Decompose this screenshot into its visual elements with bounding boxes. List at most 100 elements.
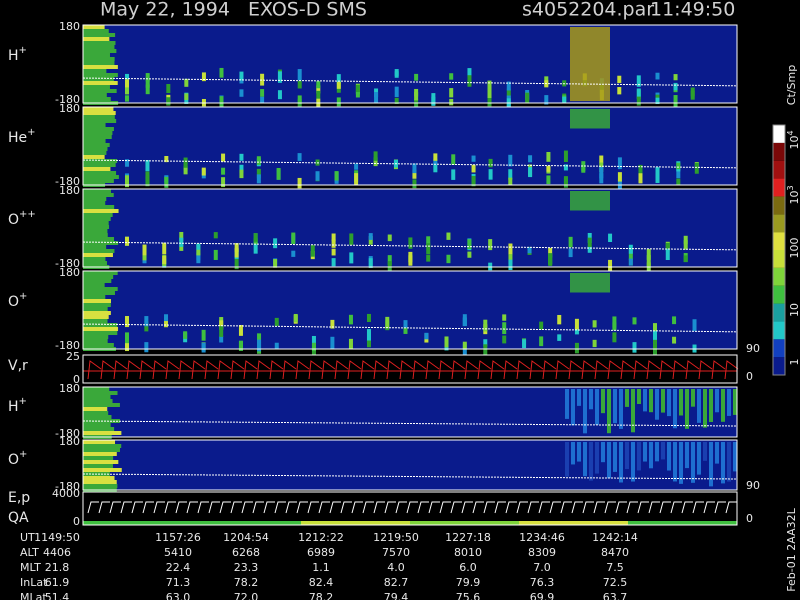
spectrogram-cell: [546, 175, 551, 185]
panel: V,r 25 0 90 0: [8, 342, 760, 386]
spectrogram-cell: [692, 319, 697, 331]
y-tick-label: 25: [66, 350, 80, 363]
panel-label: H+: [8, 45, 27, 64]
spectrogram: [83, 25, 737, 103]
spectrogram-cell: [83, 93, 107, 97]
spectrogram-cell: [253, 242, 258, 254]
spectrogram-cell: [721, 389, 725, 422]
colorbar-frame: [772, 124, 786, 376]
spectrogram-cell: [83, 127, 114, 131]
colorbar-segment: [773, 214, 785, 233]
spectrogram-cell: [83, 343, 114, 347]
panel: O+180-180: [8, 266, 738, 357]
trace-line: [82, 420, 738, 427]
spectrogram-cell: [548, 255, 553, 266]
spectrogram-cell: [83, 391, 118, 395]
spectrogram-cell: [145, 176, 150, 187]
spectrogram-cell: [568, 248, 573, 258]
spectrogram-cell: [83, 97, 111, 101]
colorbar-tick-label: 103: [786, 185, 800, 204]
spectrogram-cell: [617, 87, 622, 95]
spectrogram-cell: [83, 37, 110, 41]
spectrogram-cell: [433, 162, 438, 173]
spectrogram-cell: [164, 317, 169, 328]
colorbar-segment: [773, 125, 785, 143]
spectrogram-cell: [83, 283, 105, 287]
spectrogram-cell: [83, 423, 111, 427]
spectrogram-cell: [595, 442, 599, 474]
spectrogram-cell: [502, 335, 507, 344]
spectrogram-cell: [612, 316, 617, 328]
spectrogram-cell: [539, 321, 544, 330]
table-cell: 51.4: [45, 591, 70, 600]
time: 11:49:50: [650, 0, 735, 21]
spectrogram-cell: [646, 249, 651, 260]
spectrogram-cell: [164, 156, 169, 163]
spectrogram-cell: [164, 176, 169, 188]
spectrogram-cell: [655, 97, 660, 105]
spectrogram-cell: [619, 389, 623, 429]
trace-line: [82, 241, 738, 251]
spectrogram-cell: [628, 244, 633, 254]
spectrogram-cell: [336, 81, 341, 89]
spectrogram-cell: [83, 189, 111, 193]
spectrogram-cell: [368, 258, 373, 268]
y-tick-label: 180: [59, 184, 80, 197]
spectrogram-cell: [631, 389, 635, 433]
spectrogram-cell: [179, 237, 184, 247]
colorbar-tick-base: 10: [788, 136, 800, 150]
trace-line: [82, 77, 738, 87]
spectrogram-cell: [83, 197, 107, 201]
panel-label: O+: [8, 449, 27, 468]
spectrogram-cell: [544, 95, 549, 105]
spectrogram-cell: [451, 169, 456, 180]
table-cell: 1234:46: [519, 531, 565, 544]
spectrogram-cell: [374, 92, 379, 103]
spectrogram-cell: [690, 90, 695, 100]
colorbar-segment: [773, 357, 785, 375]
spectrogram-cell: [574, 342, 579, 354]
table-cell: 79.9: [456, 576, 481, 589]
spectrogram-cell: [234, 243, 239, 252]
spectrogram-cell: [330, 319, 335, 329]
spectrogram-cell: [488, 262, 493, 271]
spectrogram-cell: [316, 85, 321, 94]
spectrogram-cell: [625, 389, 629, 407]
colorbar-segment: [773, 339, 785, 358]
trace-line: [82, 159, 738, 169]
spectrogram-cell: [142, 244, 147, 256]
panel-frame: [82, 188, 738, 268]
spectrogram-cell: [83, 221, 109, 225]
spectrogram-cell: [673, 389, 677, 429]
quality-strip: [192, 521, 301, 525]
spectrogram-cell: [83, 407, 108, 411]
table-cell: 1149:50: [34, 531, 80, 544]
spectrogram-cell: [508, 259, 513, 271]
quality-strip: [410, 521, 519, 525]
spectrogram-cell: [539, 336, 544, 347]
spectrogram-cell: [433, 153, 438, 161]
spectrogram-cell: [83, 456, 114, 460]
table-cell: 7.0: [533, 561, 551, 574]
spectrogram-cell: [632, 342, 637, 353]
spectrogram-cell: [331, 239, 336, 248]
table-cell: 5410: [164, 546, 192, 559]
spectrogram-cell: [83, 53, 110, 57]
panel-label-name: O: [8, 294, 19, 310]
spectrogram-cell: [219, 326, 224, 337]
spectrogram-cell: [676, 166, 681, 179]
quality-strip: [628, 521, 737, 525]
table-cell: 1157:26: [155, 531, 201, 544]
spectrogram-cell: [589, 442, 593, 481]
spectrogram-cell: [145, 84, 150, 95]
spectrogram-cell: [83, 331, 118, 335]
spectrogram-cell: [201, 342, 206, 353]
panel: H+180-180: [8, 382, 738, 440]
spectrogram-cell: [83, 175, 119, 179]
spectrogram-cell: [162, 255, 167, 265]
spectrogram-cell: [83, 303, 111, 307]
spectrogram-cell: [414, 92, 419, 101]
spectrogram-cell: [525, 92, 530, 103]
spectrogram-cell: [715, 442, 719, 464]
table-cell: 1204:54: [223, 531, 269, 544]
